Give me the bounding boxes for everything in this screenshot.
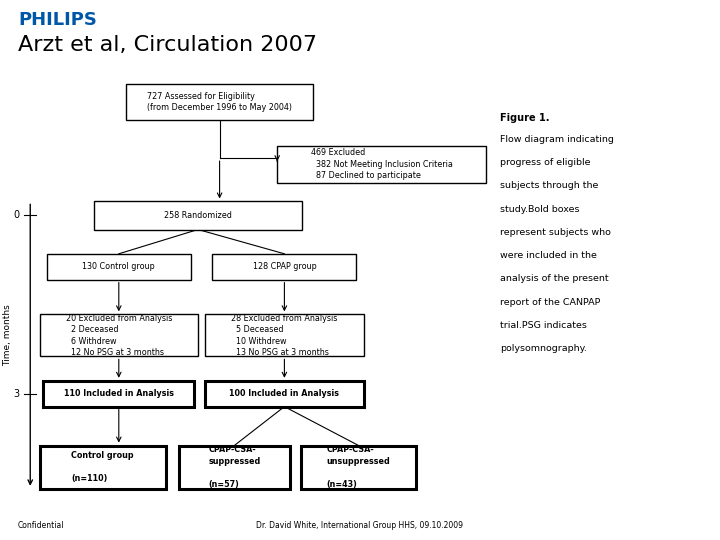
Text: trial.PSG indicates: trial.PSG indicates <box>500 321 588 330</box>
Text: Flow diagram indicating: Flow diagram indicating <box>500 135 614 144</box>
FancyBboxPatch shape <box>94 201 302 229</box>
FancyBboxPatch shape <box>212 254 356 280</box>
FancyBboxPatch shape <box>43 381 194 407</box>
Text: PHILIPS: PHILIPS <box>18 11 97 29</box>
Text: 20 Excluded from Analysis
  2 Deceased
  6 Withdrew
  12 No PSG at 3 months: 20 Excluded from Analysis 2 Deceased 6 W… <box>66 314 172 357</box>
FancyBboxPatch shape <box>205 314 364 356</box>
Text: analysis of the present: analysis of the present <box>500 274 609 284</box>
Text: subjects through the: subjects through the <box>500 181 599 191</box>
Text: Confidential: Confidential <box>18 521 65 530</box>
Text: 727 Assessed for Eligibility
(from December 1996 to May 2004): 727 Assessed for Eligibility (from Decem… <box>147 92 292 112</box>
FancyBboxPatch shape <box>179 446 290 489</box>
Text: report of the CANPAP: report of the CANPAP <box>500 298 600 307</box>
FancyBboxPatch shape <box>40 446 166 489</box>
Text: 3: 3 <box>13 389 19 399</box>
Text: study.Bold boxes: study.Bold boxes <box>500 205 580 214</box>
Text: 128 CPAP group: 128 CPAP group <box>253 262 316 271</box>
Text: Dr. David White, International Group HHS, 09.10.2009: Dr. David White, International Group HHS… <box>256 521 464 530</box>
Text: 110 Included in Analysis: 110 Included in Analysis <box>64 389 174 398</box>
Text: Time, months: Time, months <box>3 304 12 366</box>
Text: 258 Randomized: 258 Randomized <box>164 211 232 220</box>
Text: 28 Excluded from Analysis
  5 Deceased
  10 Withdrew
  13 No PSG at 3 months: 28 Excluded from Analysis 5 Deceased 10 … <box>231 314 338 357</box>
Text: Figure 1.: Figure 1. <box>500 113 550 124</box>
Text: polysomnography.: polysomnography. <box>500 344 588 353</box>
FancyBboxPatch shape <box>40 314 198 356</box>
Text: CPAP-CSA-
suppressed

(n=57): CPAP-CSA- suppressed (n=57) <box>208 446 261 489</box>
FancyBboxPatch shape <box>126 84 313 120</box>
Text: represent subjects who: represent subjects who <box>500 228 611 237</box>
Text: 469 Excluded
  382 Not Meeting Inclusion Criteria
  87 Declined to participate: 469 Excluded 382 Not Meeting Inclusion C… <box>310 148 453 180</box>
Text: Arzt et al, Circulation 2007: Arzt et al, Circulation 2007 <box>18 35 317 55</box>
FancyBboxPatch shape <box>205 381 364 407</box>
Text: 100 Included in Analysis: 100 Included in Analysis <box>230 389 339 398</box>
Text: were included in the: were included in the <box>500 251 598 260</box>
Text: Control group

(n=110): Control group (n=110) <box>71 451 134 483</box>
Text: CPAP-CSA-
unsuppressed

(n=43): CPAP-CSA- unsuppressed (n=43) <box>327 446 390 489</box>
Text: 0: 0 <box>13 211 19 220</box>
FancyBboxPatch shape <box>47 254 191 280</box>
FancyBboxPatch shape <box>301 446 416 489</box>
Text: 130 Control group: 130 Control group <box>82 262 156 271</box>
FancyBboxPatch shape <box>277 146 486 183</box>
Text: progress of eligible: progress of eligible <box>500 158 591 167</box>
